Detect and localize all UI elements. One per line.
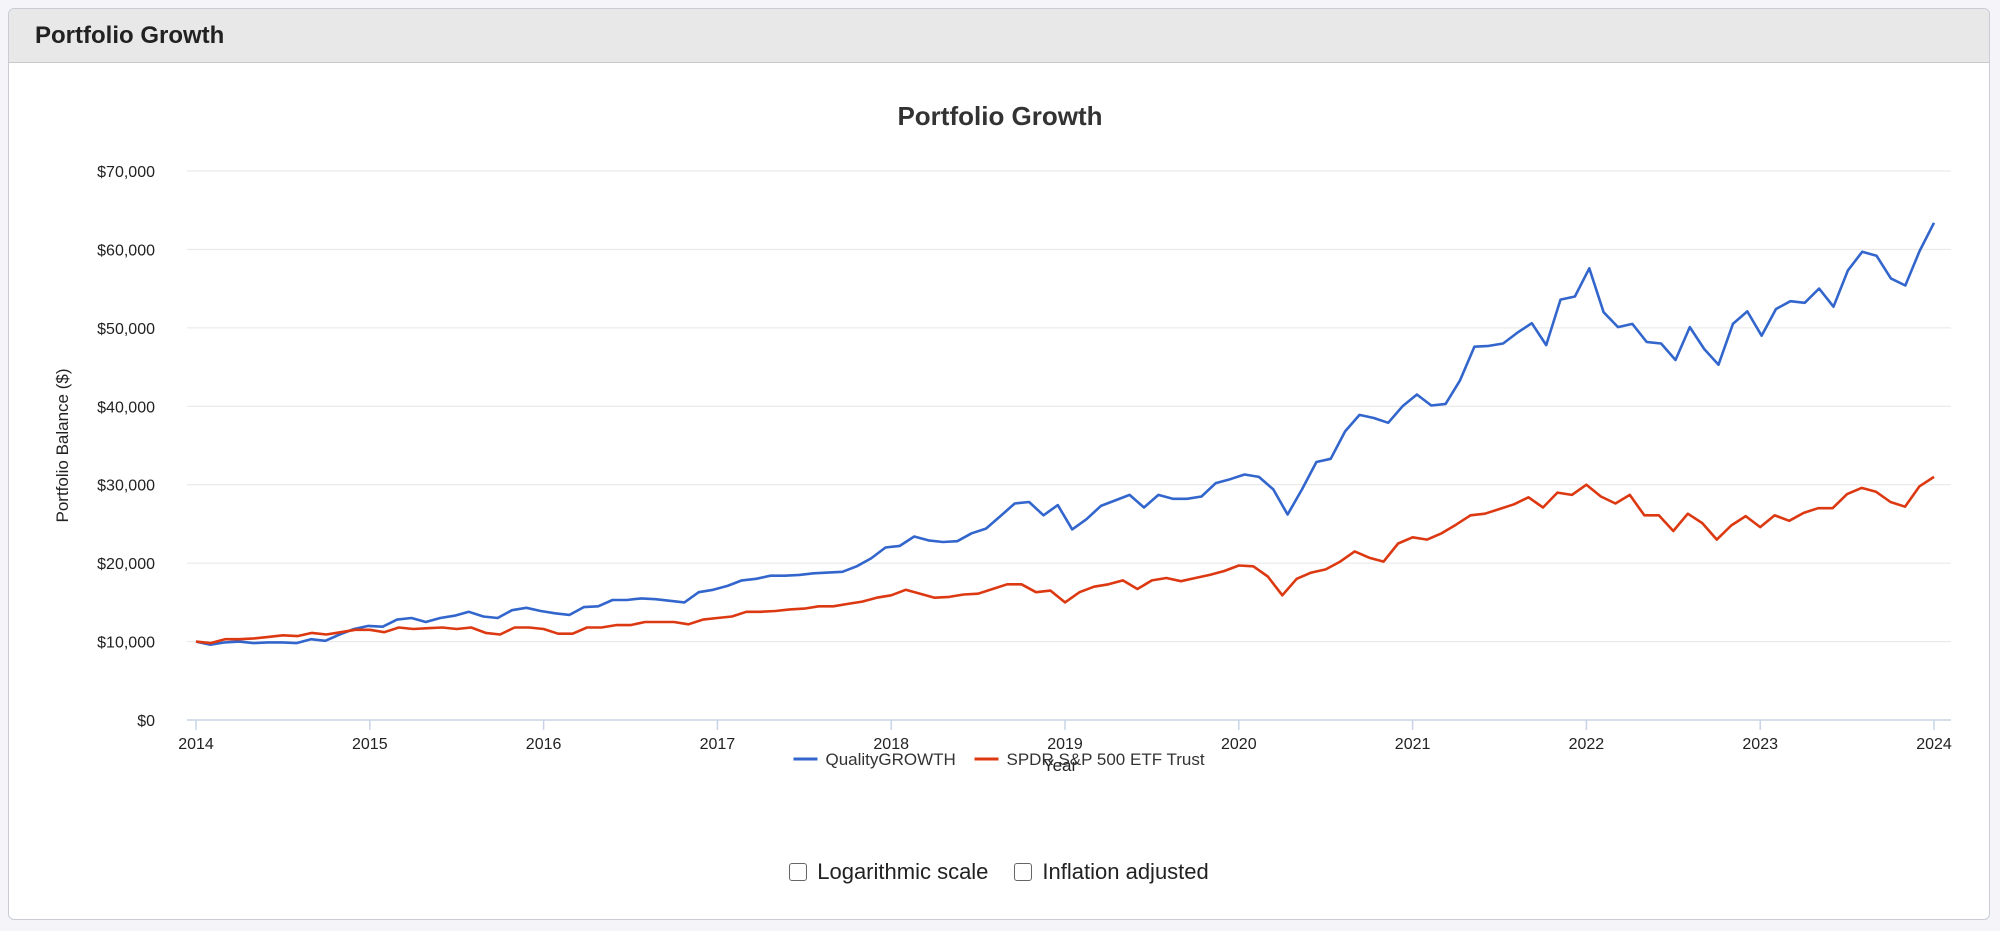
x-tick-label: 2020 [1221,736,1257,753]
x-axis-label: Year [1043,756,1078,775]
legend-item[interactable]: QualityGROWTH [793,750,956,769]
series-line [195,222,1936,647]
y-tick-label: $30,000 [97,478,155,495]
chart-options: Logarithmic scale Inflation adjusted [9,859,1989,885]
panel-header: Portfolio Growth [9,9,1989,63]
inflation-adjusted-option[interactable]: Inflation adjusted [1014,859,1209,885]
legend-item[interactable]: SPDR S&P 500 ETF Trust [974,750,1205,769]
grid-lines [187,170,1951,721]
x-tick-label: 2016 [526,736,562,753]
y-tick-label: $0 [137,713,155,730]
inflation-adjusted-checkbox[interactable] [1014,863,1033,881]
x-tick-label: 2019 [1047,736,1083,753]
x-axis-ticks: 2014 2015 2016 2017 2018 2019 2020 2021 2022 2023… [178,720,1952,753]
y-tick-label: $70,000 [97,164,155,181]
panel-title: Portfolio Growth [35,21,225,49]
x-tick-label: 2023 [1742,736,1778,753]
portfolio-growth-panel: Portfolio Growth Portfolio Growth $0 $10,… [8,8,1990,920]
portfolio-growth-chart: Portfolio Growth $0 $10,000 $20,000 $30,000… [53,101,1952,775]
y-tick-label: $10,000 [97,635,155,652]
x-tick-label: 2018 [873,736,909,753]
x-tick-label: 2015 [352,736,388,753]
y-tick-label: $20,000 [97,556,155,573]
y-axis-ticks: $0 $10,000 $20,000 $30,000 $40,000 $50,000 $60… [97,164,155,730]
y-tick-label: $40,000 [97,399,155,416]
log-scale-label: Logarithmic scale [817,859,989,884]
series-lines [195,222,1936,647]
y-tick-label: $60,000 [97,242,155,259]
log-scale-option[interactable]: Logarithmic scale [789,859,988,885]
y-tick-label: $50,000 [97,321,155,338]
legend-label: SPDR S&P 500 ETF Trust [1007,750,1205,769]
x-tick-label: 2024 [1916,736,1952,753]
x-tick-label: 2022 [1569,736,1605,753]
log-scale-checkbox[interactable] [789,863,808,881]
chart-title: Portfolio Growth [897,101,1102,131]
x-tick-label: 2014 [178,736,214,753]
x-tick-label: 2017 [700,736,736,753]
legend: QualityGROWTH SPDR S&P 500 ETF Trust [793,750,1205,769]
legend-label: QualityGROWTH [826,750,956,769]
x-tick-label: 2021 [1395,736,1431,753]
series-line [195,475,1935,645]
y-axis-label: Portfolio Balance ($) [53,368,72,522]
inflation-adjusted-label: Inflation adjusted [1042,859,1209,884]
